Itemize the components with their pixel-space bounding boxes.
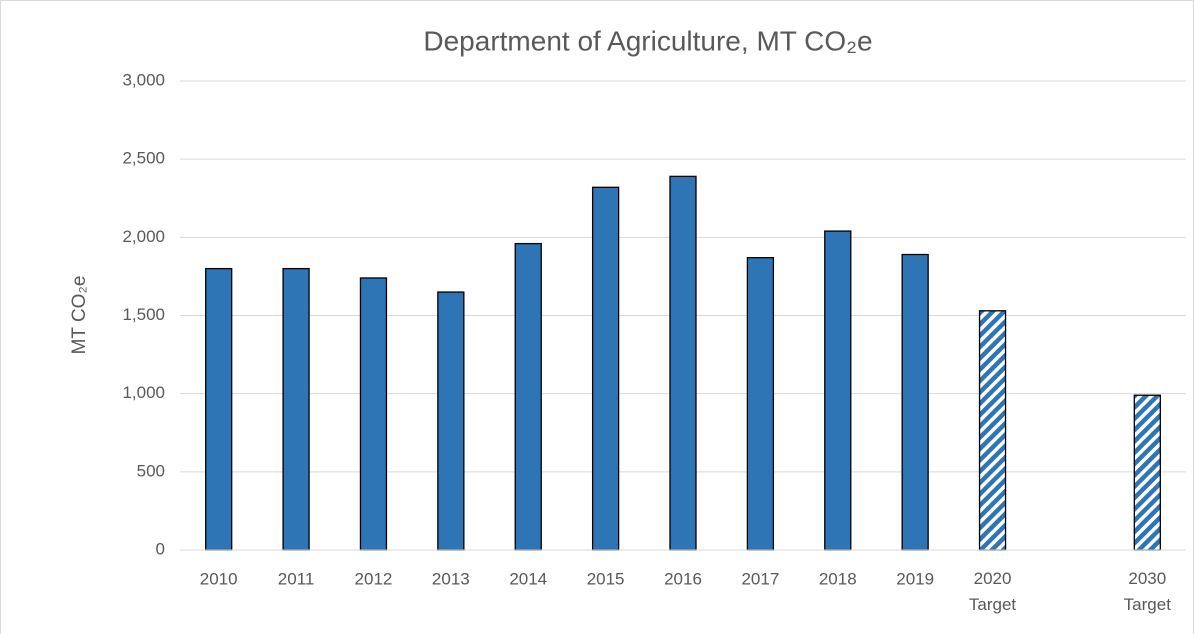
bar (282, 267, 310, 551)
y-tick-label: 2,000 (122, 227, 165, 246)
bar (437, 291, 465, 551)
chart-title: Department of Agriculture, MT CO₂e (423, 25, 872, 56)
x-tick-label: 2018 (819, 569, 857, 588)
x-tick-label-line: 2020 (974, 569, 1012, 588)
x-tick-label: 2017 (741, 569, 779, 588)
bar (901, 253, 929, 551)
x-tick-label: 2010 (200, 569, 238, 588)
bar (591, 186, 620, 551)
bar (746, 257, 775, 551)
bar (359, 277, 388, 551)
bar (824, 230, 852, 551)
x-tick-label-line: 2030 (1128, 569, 1166, 588)
x-tick-label: 2014 (509, 569, 547, 588)
x-tick-label: 2020 Target (969, 569, 1017, 614)
x-tick-label-line: Target (1124, 595, 1172, 614)
y-tick-label: 1,000 (122, 383, 165, 402)
x-tick-label: 2016 (664, 569, 702, 588)
x-tick-label: 2012 (355, 569, 393, 588)
bar (514, 242, 542, 551)
bar (1133, 394, 1161, 551)
x-tick-label-line: Target (969, 595, 1017, 614)
x-tick-label: 2011 (278, 569, 315, 588)
x-tick-label: 2015 (587, 569, 625, 588)
bar (978, 310, 1007, 551)
y-axis-label: MT CO₂e (69, 276, 90, 355)
y-tick-label: 1,500 (122, 305, 165, 324)
y-tick-label: 500 (137, 461, 165, 480)
y-tick-label: 2,500 (122, 149, 165, 168)
x-tick-label: 2030 Target (1124, 569, 1172, 614)
x-tick-label: 2019 (896, 569, 934, 588)
y-tick-label: 3,000 (122, 70, 165, 89)
y-tick-label: 0 (156, 539, 165, 558)
bar (205, 267, 233, 551)
bar (669, 175, 697, 551)
x-tick-label: 2013 (432, 569, 470, 588)
